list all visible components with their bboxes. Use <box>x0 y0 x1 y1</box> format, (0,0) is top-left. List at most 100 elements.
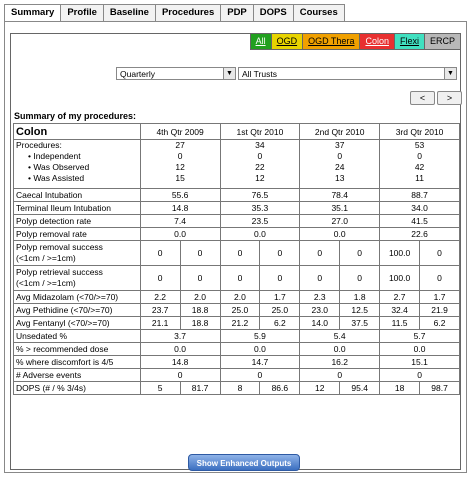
row-label-text: Polyp retrieval success <box>16 267 103 277</box>
cell-value: 22.6 <box>379 227 460 241</box>
tab-procedures[interactable]: Procedures <box>154 4 222 21</box>
table-row: % where discomfort is 4/5 14.8 14.7 16.2 15.… <box>13 355 460 369</box>
procedure-summary-table: Colon 4th Qtr 2009 1st Qtr 2010 2nd Qtr 201… <box>13 123 460 395</box>
cell-value: 0 <box>339 265 381 291</box>
cell-value: 0 <box>339 240 381 266</box>
filter-ogd-thera[interactable]: OGD Thera <box>302 34 360 50</box>
procedure-count: 12 <box>255 173 265 183</box>
row-label: DOPS (# / % 3/4s) <box>13 381 141 395</box>
cell-value: 35.1 <box>299 201 381 215</box>
cell-value: 3.7 <box>139 329 221 343</box>
cell-value: 8 <box>219 381 261 395</box>
cell-value: 0 <box>219 240 261 266</box>
table-row: % > recommended dose 0.0 0.0 0.0 0.0 <box>13 342 460 356</box>
cell-value: 41.5 <box>379 214 460 228</box>
row-label: Avg Fentanyl (<70/>=70) <box>13 316 141 330</box>
row-label: Avg Pethidine (<70/>=70) <box>13 303 141 317</box>
procedure-count: 0 <box>337 151 343 161</box>
chevron-down-icon[interactable]: ▼ <box>223 68 235 79</box>
filter-colon[interactable]: Colon <box>359 34 394 50</box>
cell-value: 16.2 <box>299 355 381 369</box>
row-label: Avg Midazolam (<70/>=70) <box>13 290 141 304</box>
cell-value: 12 <box>299 381 341 395</box>
filter-ogd[interactable]: OGD <box>270 34 303 50</box>
summary-title: Summary of my procedures: <box>14 111 137 121</box>
row-label: # Adverse events <box>13 368 141 382</box>
tab-pdp[interactable]: PDP <box>220 4 254 21</box>
cell-value: 0 <box>299 368 381 382</box>
cell-value: 0 <box>139 265 181 291</box>
tab-dops[interactable]: DOPS <box>252 4 294 21</box>
quarter-header: 3rd Qtr 2010 <box>379 123 460 140</box>
procedures-values: 27 0 12 15 <box>139 139 221 189</box>
cell-value: 0.0 <box>299 342 381 356</box>
row-label-subtext: (<1cm / >=1cm) <box>16 278 76 288</box>
bullet-icon: • <box>28 162 34 172</box>
show-enhanced-outputs-button[interactable]: Show Enhanced Outputs <box>188 454 300 471</box>
cell-value: 35.3 <box>219 201 301 215</box>
procedures-sub-label: • Was Observed <box>16 162 138 173</box>
procedures-sub-text: Was Assisted <box>33 173 85 183</box>
filter-all[interactable]: All <box>249 34 271 50</box>
next-button[interactable]: > <box>437 91 462 105</box>
cell-value: 14.8 <box>139 201 221 215</box>
procedure-count: 53 <box>414 140 425 151</box>
cell-value: 18.8 <box>179 316 221 330</box>
period-select[interactable]: Quarterly ▼ <box>116 67 236 80</box>
tab-summary[interactable]: Summary <box>4 4 62 22</box>
cell-value: 0 <box>379 368 460 382</box>
cell-value: 5 <box>139 381 181 395</box>
row-label-text: Avg Pethidine (<70/>=70) <box>16 305 113 315</box>
cell-value: 0 <box>259 240 301 266</box>
cell-value: 21.2 <box>219 316 261 330</box>
filter-ercp[interactable]: ERCP <box>423 34 460 50</box>
cell-value: 1.8 <box>339 290 381 304</box>
cell-value: 0 <box>179 265 221 291</box>
cell-value: 0 <box>259 265 301 291</box>
row-label-text: Avg Fentanyl (<70/>=70) <box>16 318 110 328</box>
chevron-down-icon[interactable]: ▼ <box>444 68 456 79</box>
procedure-filter-bar: All OGD OGD Thera Colon Flexi ERCP <box>249 34 460 50</box>
cell-value: 76.5 <box>219 188 301 202</box>
cell-value: 37.5 <box>339 316 381 330</box>
cell-value: 27.0 <box>299 214 381 228</box>
quarter-header: 4th Qtr 2009 <box>139 123 221 140</box>
table-row: Polyp removal rate 0.0 0.0 0.0 22.6 <box>13 227 460 241</box>
bullet-icon: • <box>28 173 34 183</box>
cell-value: 21.1 <box>139 316 181 330</box>
previous-button[interactable]: < <box>410 91 435 105</box>
table-row: Caecal Intubation 55.6 76.5 78.4 88.7 <box>13 188 460 202</box>
procedure-count: 0 <box>177 151 183 161</box>
table-row: Terminal Ileum Intubation 14.8 35.3 35.1 34.… <box>13 201 460 215</box>
tab-courses[interactable]: Courses <box>292 4 345 21</box>
procedure-count: 0 <box>257 151 263 161</box>
cell-value: 78.4 <box>299 188 381 202</box>
row-label: % > recommended dose <box>13 342 141 356</box>
cell-value: 18 <box>379 381 421 395</box>
row-label: Terminal Ileum Intubation <box>13 201 141 215</box>
tab-bar: Summary Profile Baseline Procedures PDP DOPS C… <box>4 4 345 22</box>
tab-baseline[interactable]: Baseline <box>102 4 156 21</box>
procedure-count: 13 <box>334 173 345 183</box>
row-label-text: Avg Midazolam (<70/>=70) <box>16 292 119 302</box>
tab-profile[interactable]: Profile <box>60 4 104 21</box>
cell-value: 100.0 <box>379 265 421 291</box>
cell-value: 14.0 <box>299 316 341 330</box>
cell-value: 25.0 <box>219 303 261 317</box>
cell-value: 6.2 <box>259 316 301 330</box>
row-label: Polyp removal success (<1cm / >=1cm) <box>13 240 141 266</box>
table-corner-label: Colon <box>13 123 141 140</box>
cell-value: 81.7 <box>179 381 221 395</box>
table-row: Avg Pethidine (<70/>=70) 23.7 18.8 25.0 25.0… <box>13 303 460 317</box>
filter-flexi[interactable]: Flexi <box>393 34 424 50</box>
table-row: Polyp retrieval success (<1cm / >=1cm) 0 0 0… <box>13 265 460 291</box>
procedures-sub-label: • Was Assisted <box>16 173 138 184</box>
trust-select[interactable]: All Trusts ▼ <box>238 67 457 80</box>
table-row: Avg Fentanyl (<70/>=70) 21.1 18.8 21.2 6.2 14… <box>13 316 460 330</box>
cell-value: 7.4 <box>139 214 221 228</box>
procedures-values: 37 0 24 13 <box>299 139 381 189</box>
procedure-count: 15 <box>175 173 185 183</box>
cell-value: 34.0 <box>379 201 460 215</box>
row-label-text: Polyp removal success <box>16 242 103 252</box>
cell-value: 23.7 <box>139 303 181 317</box>
